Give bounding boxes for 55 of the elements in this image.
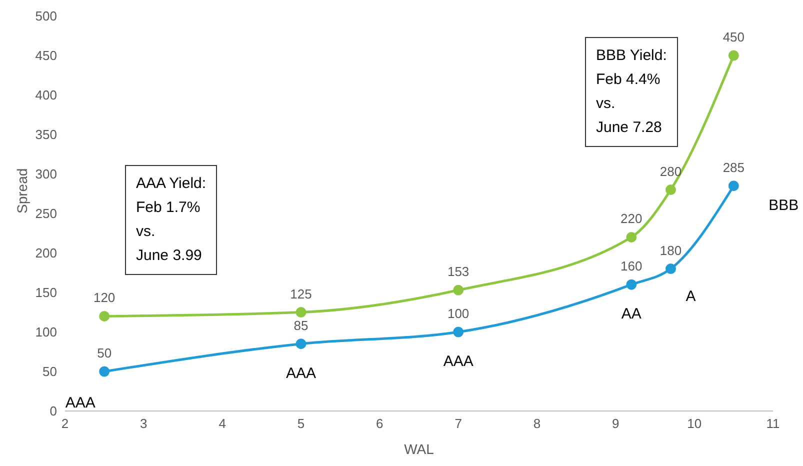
y-tick-label: 150: [35, 285, 57, 300]
data-label: 280: [660, 164, 682, 179]
point: [665, 264, 676, 274]
y-tick-label: 0: [50, 404, 57, 419]
y-tick-label: 500: [35, 8, 57, 24]
x-tick-label: 5: [297, 416, 305, 432]
annotation: AAA: [286, 364, 316, 382]
y-tick-label: 450: [35, 48, 57, 64]
annotation: AA: [621, 306, 642, 323]
y-tick-label: 350: [35, 127, 57, 142]
annotation: AAA: [65, 394, 96, 412]
x-axis-title: WAL: [404, 441, 434, 457]
x-tick-label: 9: [612, 416, 620, 432]
data-label: 153: [447, 264, 470, 280]
y-tick-label: 250: [35, 206, 57, 222]
point: [665, 184, 676, 196]
note-box: AAA Yield: Feb 1.7% vs. June 3.99: [125, 165, 218, 275]
data-label: 120: [93, 290, 116, 306]
annotation: AAA: [443, 352, 474, 370]
y-tick-label: 50: [42, 364, 57, 380]
data-label: 85: [294, 318, 308, 333]
data-label: 125: [290, 286, 312, 302]
data-label: 50: [97, 346, 112, 360]
note-box: BBB Yield: Feb 4.4% vs. June 7.28: [585, 37, 678, 147]
x-tick-label: 4: [218, 416, 226, 432]
y-tick-label: 100: [35, 324, 57, 340]
point: [626, 279, 637, 290]
data-label: 220: [620, 211, 642, 226]
data-label: 450: [722, 30, 745, 44]
data-label: 100: [447, 306, 470, 321]
data-label: 180: [660, 242, 682, 258]
point: [453, 326, 464, 338]
data-label: 285: [722, 160, 745, 175]
x-tick-label: 8: [533, 416, 541, 432]
y-tick-label: 400: [35, 88, 57, 103]
point: [453, 284, 464, 296]
annotation: BBB: [768, 196, 799, 214]
point: [728, 180, 739, 192]
point: [296, 338, 306, 350]
point: [728, 50, 739, 61]
y-tick-label: 300: [35, 166, 57, 182]
point: [296, 307, 306, 318]
x-tick-label: 3: [140, 416, 148, 432]
x-tick-label: 6: [376, 416, 384, 432]
x-tick-label: 7: [454, 416, 462, 432]
point: [99, 366, 110, 377]
annotation: A: [686, 288, 696, 305]
point: [626, 232, 637, 242]
y-axis-title: Spread: [14, 168, 30, 214]
x-tick-label: 11: [766, 416, 780, 432]
x-tick-label: 2: [61, 416, 69, 432]
data-label: 160: [620, 258, 642, 274]
x-tick-label: 10: [687, 416, 702, 432]
point: [99, 310, 110, 322]
y-tick-label: 200: [35, 246, 57, 261]
